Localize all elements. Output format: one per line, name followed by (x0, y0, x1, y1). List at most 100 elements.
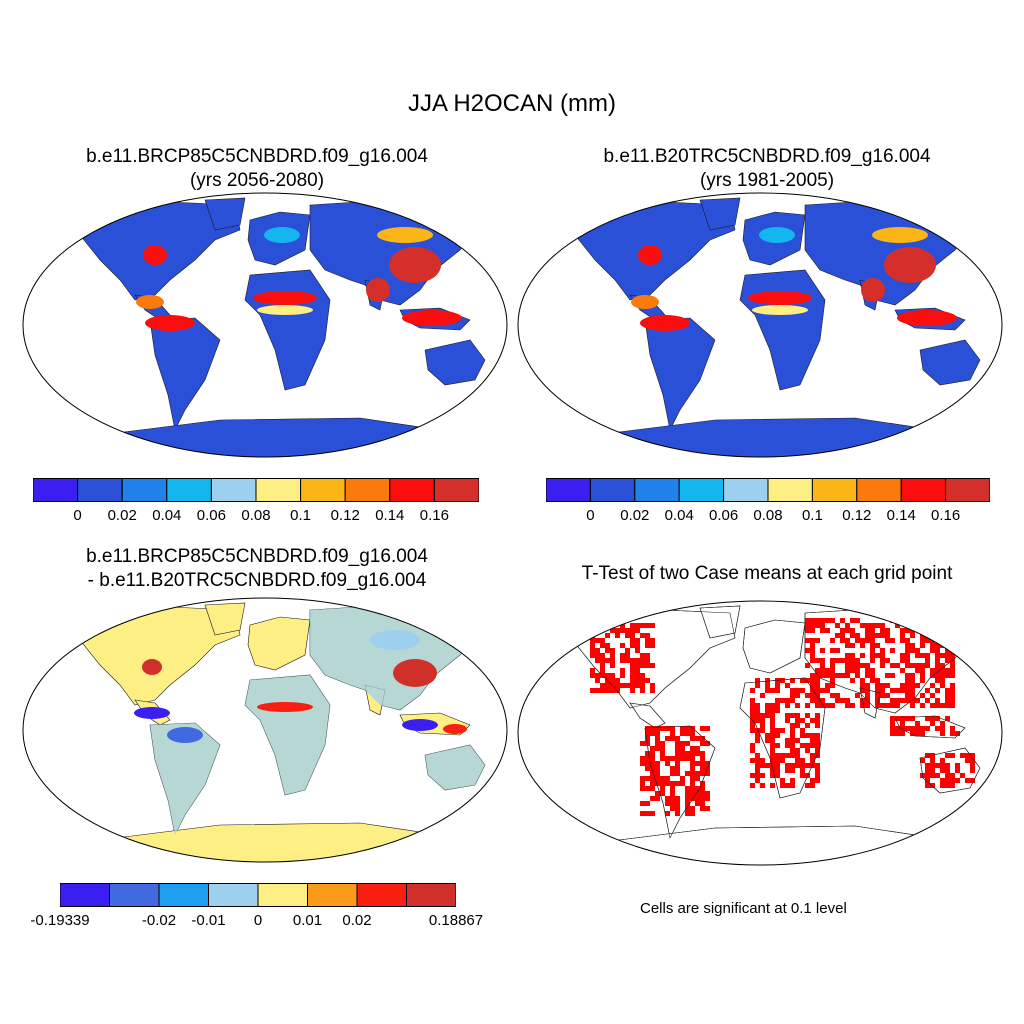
significant-cell (850, 678, 855, 683)
significant-cell (810, 693, 815, 698)
significant-cell (670, 806, 675, 811)
significant-cell (660, 746, 665, 751)
significant-cell (600, 663, 605, 668)
continent-south-america (149, 317, 221, 431)
significant-cell (645, 623, 650, 628)
significant-cell (870, 658, 875, 663)
significant-cell (795, 703, 800, 708)
significant-cell (810, 683, 815, 688)
significant-cell (810, 643, 815, 648)
colorbar-tick-label: 0.14 (886, 507, 916, 524)
significant-cell (640, 673, 645, 678)
colorbar-tick-label: 0 (73, 507, 82, 524)
continent-antarctica (594, 417, 936, 457)
significant-cell (635, 658, 640, 663)
significant-cell (920, 653, 925, 658)
significant-cell (785, 703, 790, 708)
colorbar-box (433, 478, 479, 502)
significant-cell (875, 688, 880, 693)
significant-cell (650, 683, 655, 688)
significant-cell (765, 733, 770, 738)
colorbar-tick-label: 0.12 (330, 507, 360, 524)
significant-cell (680, 726, 685, 731)
significant-cell (865, 688, 870, 693)
significant-cell (760, 723, 765, 728)
significant-cell (780, 753, 785, 758)
significant-cell (795, 758, 800, 763)
significant-cell (650, 771, 655, 776)
significant-cell (950, 753, 955, 758)
significant-cell (665, 736, 670, 741)
significant-cell (900, 628, 905, 633)
panel4-map (517, 600, 1003, 866)
significant-cell (610, 628, 615, 633)
significant-cell (605, 633, 610, 638)
significant-cell (935, 633, 940, 638)
significant-cell (645, 801, 650, 806)
significant-cell (780, 728, 785, 733)
significant-cell (690, 796, 695, 801)
significant-cell (965, 758, 970, 763)
significant-cell (910, 633, 915, 638)
significant-cell (780, 758, 785, 763)
colorbar-tick-label: 0.02 (342, 912, 372, 929)
colorbar-tick-label: 0.04 (152, 507, 182, 524)
significant-cell (690, 791, 695, 796)
significant-cell (815, 693, 820, 698)
field-sahel-edge (257, 305, 313, 315)
significant-cell (605, 683, 610, 688)
significant-cell (805, 723, 810, 728)
significant-cell (775, 703, 780, 708)
colorbar-box (900, 478, 947, 502)
significant-cell (775, 753, 780, 758)
significant-cell (640, 678, 645, 683)
significant-cell (940, 703, 945, 708)
field-sahel-edge (752, 305, 808, 315)
panel2-years: (yrs 1981-2005) (699, 170, 835, 191)
significant-cell (620, 673, 625, 678)
significant-cell (945, 638, 950, 643)
significant-cell (785, 713, 790, 718)
significant-cell (925, 618, 930, 623)
significant-cell (875, 678, 880, 683)
panel3-colorbar (60, 883, 456, 907)
significant-cell (805, 678, 810, 683)
significant-cell (795, 748, 800, 753)
field-maritime-increase (443, 724, 467, 734)
significant-cell (670, 786, 675, 791)
significant-cell (775, 688, 780, 693)
significant-cell (760, 718, 765, 723)
colorbar-box (257, 883, 308, 907)
significant-cell (935, 653, 940, 658)
significant-cell (610, 663, 615, 668)
significant-cell (695, 761, 700, 766)
significant-cell (630, 668, 635, 673)
significant-cell (600, 683, 605, 688)
significant-cell (635, 668, 640, 673)
significant-cell (665, 801, 670, 806)
significant-cell (950, 726, 955, 731)
significant-cell (925, 623, 930, 628)
significant-cell (675, 756, 680, 761)
colorbar-box (208, 883, 259, 907)
significant-cell (970, 758, 975, 763)
significant-cell (780, 678, 785, 683)
significant-cell (675, 746, 680, 751)
significant-cell (900, 721, 905, 726)
field-central-america-hotspot (136, 295, 164, 309)
significant-cell (680, 746, 685, 751)
significant-cell (755, 763, 760, 768)
significant-cell (840, 698, 845, 703)
significant-cell (670, 766, 675, 771)
significant-cell (865, 683, 870, 688)
significant-cell (815, 748, 820, 753)
significant-cell (890, 638, 895, 643)
significant-cell (805, 663, 810, 668)
colorbar-box (33, 478, 79, 502)
significant-cell (970, 768, 975, 773)
significant-cell (640, 653, 645, 658)
significant-cell (950, 653, 955, 658)
significant-cell (915, 668, 920, 673)
significant-cell (950, 668, 955, 673)
significant-cell (910, 703, 915, 708)
